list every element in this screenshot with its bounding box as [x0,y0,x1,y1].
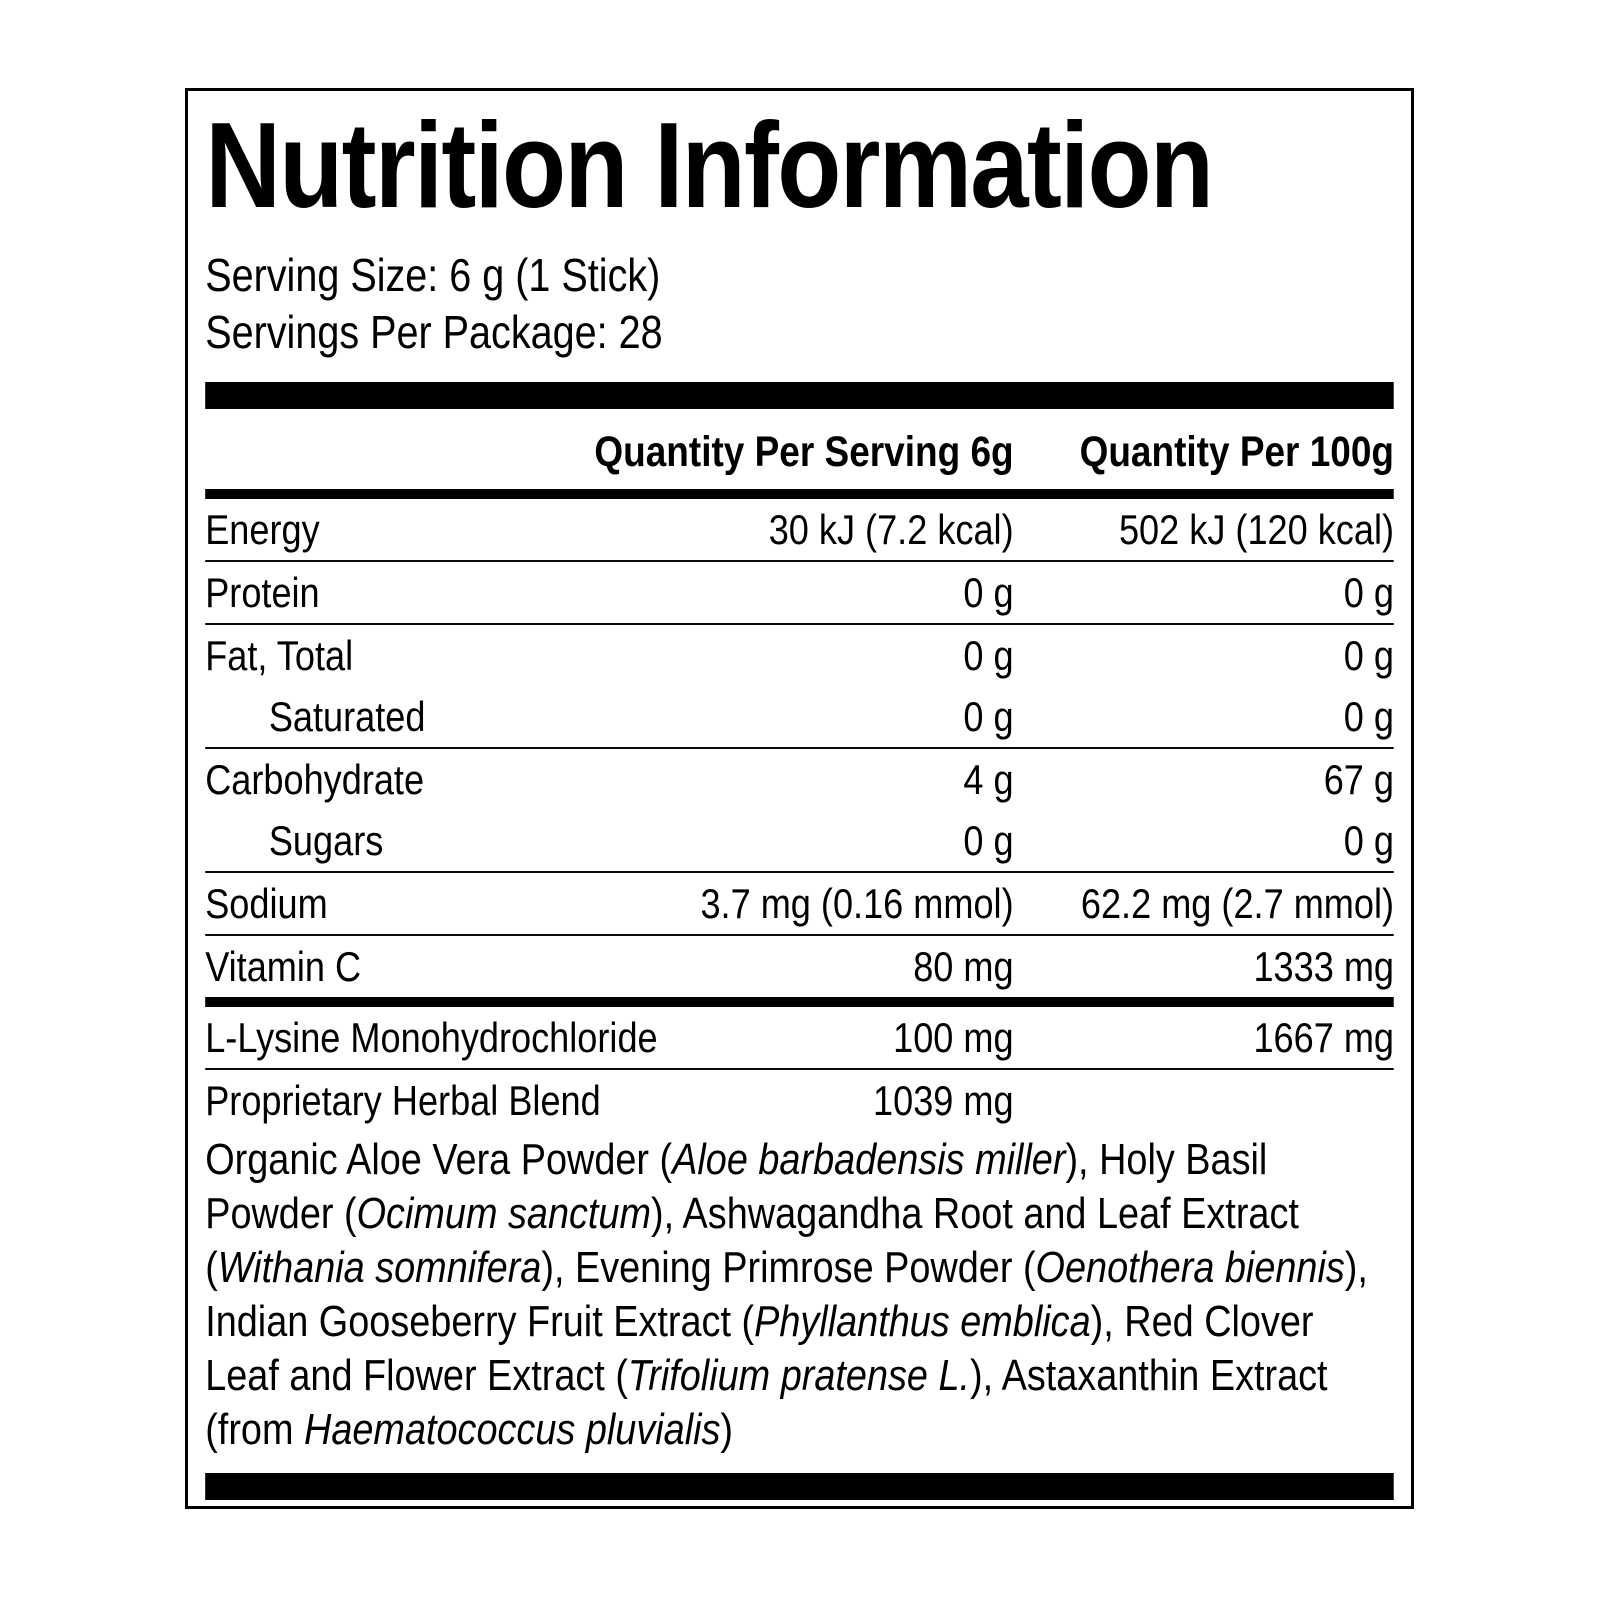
table-row: Vitamin C 80 mg 1333 mg [205,936,1394,997]
row-value-per-100g: 0 g [1343,693,1395,740]
row-value-per-serving: 80 mg [913,943,1014,990]
table-row: Proprietary Herbal Blend 1039 mg [205,1070,1394,1131]
row-label: Sugars [268,817,384,864]
table-row: Energy 30 kJ (7.2 kcal) 502 kJ (120 kcal) [205,499,1395,562]
herbal-ingredients-paragraph: Organic Aloe Vera Powder (Aloe barbadens… [205,1133,1394,1457]
divider-bar-top [205,382,1395,409]
row-label: Carbohydrate [205,756,425,803]
row-value-per-serving: 3.7 mg (0.16 mmol) [700,880,1014,927]
row-value-per-serving: 4 g [963,756,1014,803]
ingredient-botanical-name: Trifolium pratense L. [627,1351,971,1400]
row-value-per-100g: 0 g [1343,817,1395,864]
table-row: Saturated 0 g 0 g [205,686,1395,749]
row-label: Protein [205,569,320,616]
ingredient-text: ), Holy Basil Powder ( [205,1135,1268,1238]
servings-per-package-line: Servings Per Package: 28 [205,306,663,358]
table-row: Sodium 3.7 mg (0.16 mmol) 62.2 mg (2.7 mmo… [205,873,1395,936]
row-label: Fat, Total [205,632,354,679]
table-row: L-Lysine Monohydrochloride 100 mg 1667 mg [205,1007,1395,1070]
row-value-per-100g: 0 g [1343,569,1395,616]
ingredient-botanical-name: Oenothera biennis [1035,1243,1345,1292]
ingredient-text: Organic Aloe Vera Powder ( [205,1135,673,1184]
column-header-per-serving: Quantity Per Serving 6g [594,428,1014,476]
ingredient-botanical-name: Haematococcus pluvialis [304,1405,721,1454]
nutrition-label-panel: Nutrition Information Serving Size: 6 g … [185,88,1414,1509]
nutrient-rows: Energy 30 kJ (7.2 kcal) 502 kJ (120 kcal) P… [205,499,1395,997]
row-value-per-serving: 0 g [963,632,1014,679]
label-content: Nutrition Information Serving Size: 6 g … [188,97,1411,1506]
page-title: Nutrition Information [205,97,1214,233]
ingredient-botanical-name: Aloe barbadensis miller [672,1135,1066,1184]
ingredient-text: ), Ashwagandha Root and Leaf Extract ( [205,1189,1299,1292]
ingredient-text: ), Red Clover Leaf and Flower Extract ( [205,1297,1314,1400]
table-row: Sugars 0 g 0 g [205,810,1395,873]
ingredient-text: ) [720,1405,734,1454]
table-header-row: Quantity Per Serving 6g Quantity Per 100… [205,409,1394,489]
row-value-per-100g: 502 kJ (120 kcal) [1118,506,1395,553]
divider-bar-under-header [205,489,1395,499]
row-label: Energy [205,506,320,553]
row-value-per-serving: 0 g [963,693,1014,740]
divider-bar-mid [205,997,1395,1007]
divider-bar-bottom [205,1473,1395,1500]
column-header-per-100g: Quantity Per 100g [1079,428,1395,476]
row-label: Proprietary Herbal Blend [205,1077,601,1124]
row-value-per-serving: 100 mg [893,1014,1014,1061]
row-value-per-100g: 67 g [1323,756,1395,803]
table-row: Carbohydrate 4 g 67 g [205,749,1394,810]
supplement-rows: L-Lysine Monohydrochloride 100 mg 1667 mg P… [205,1007,1395,1131]
table-row: Protein 0 g 0 g [205,562,1395,625]
row-label: L-Lysine Monohydrochloride [205,1014,658,1061]
ingredient-text: ), Astaxanthin Extract (from [205,1351,1328,1454]
row-value-per-serving: 0 g [963,569,1014,616]
serving-size-line: Serving Size: 6 g (1 Stick) [205,249,661,301]
row-label: Sodium [205,880,328,927]
row-value-per-100g: 62.2 mg (2.7 mmol) [1080,880,1395,927]
row-value-per-100g: 0 g [1343,632,1395,679]
row-value-per-100g: 1333 mg [1253,943,1395,990]
ingredient-botanical-name: Phyllanthus emblica [754,1297,1091,1346]
ingredient-text: ), Evening Primrose Powder ( [541,1243,1036,1292]
row-value-per-serving: 1039 mg [873,1077,1014,1124]
ingredient-botanical-name: Ocimum sanctum [356,1189,652,1238]
ingredient-botanical-name: Withania somnifera [217,1243,542,1292]
row-value-per-100g: 1667 mg [1253,1014,1395,1061]
row-value-per-serving: 30 kJ (7.2 kcal) [768,506,1014,553]
serving-info: Serving Size: 6 g (1 Stick) Servings Per… [205,247,1394,361]
table-row: Fat, Total 0 g 0 g [205,625,1394,686]
row-label: Vitamin C [205,943,362,990]
row-label: Saturated [268,693,426,740]
ingredient-text: ), Indian Gooseberry Fruit Extract ( [205,1243,1368,1346]
row-value-per-serving: 0 g [963,817,1014,864]
